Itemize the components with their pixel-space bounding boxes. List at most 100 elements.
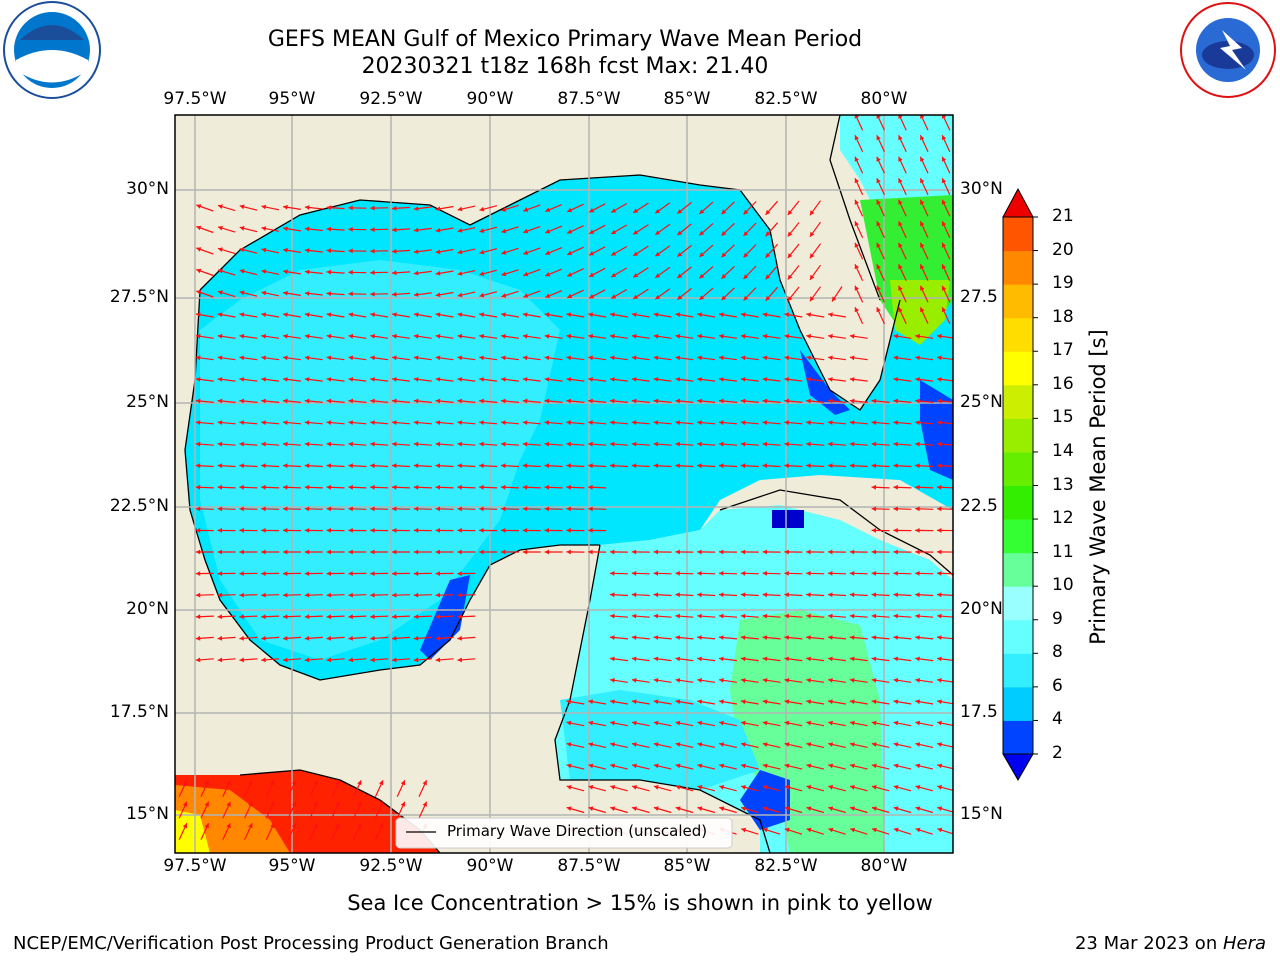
wave-arrow: [915, 398, 934, 404]
wave-arrow: [588, 785, 607, 792]
wave-arrow: [348, 355, 367, 361]
colorbar-tick-label: 10: [1052, 575, 1074, 596]
wave-arrow: [391, 635, 411, 641]
wave-arrow: [937, 827, 953, 835]
wave-arrow: [304, 420, 323, 425]
wave-arrow: [721, 222, 735, 237]
wave-arrow: [610, 785, 628, 792]
wave-arrow: [828, 785, 846, 792]
wave-arrow: [699, 223, 714, 236]
wave-arrow: [849, 463, 868, 469]
wave-arrow: [391, 441, 411, 447]
lon-tick-label: 80°W: [860, 89, 908, 109]
colorbar-segment: [1003, 686, 1033, 721]
wave-arrow: [854, 199, 864, 217]
colorbar-tick-label: 18: [1052, 306, 1074, 327]
wave-arrow: [588, 312, 607, 318]
wave-arrow: [500, 528, 520, 533]
wave-arrow: [500, 420, 520, 425]
wave-arrow: [937, 720, 953, 726]
wave-arrow: [545, 268, 563, 277]
wave-arrow: [806, 827, 824, 835]
wave-arrow: [721, 265, 735, 280]
wave-arrow: [849, 785, 868, 792]
wave-arrow: [762, 785, 781, 792]
wave-arrow: [762, 656, 781, 662]
wave-arrow: [806, 398, 825, 404]
wave-arrow: [326, 592, 345, 598]
wave-arrow: [609, 398, 629, 404]
pacific-yellow: [175, 810, 210, 853]
wave-arrow: [610, 656, 628, 662]
wave-arrow: [915, 571, 934, 576]
wave-arrow: [784, 592, 803, 598]
wave-arrow: [500, 441, 520, 447]
wave-arrow: [653, 333, 672, 339]
wave-arrow: [806, 635, 825, 640]
wave-arrow: [719, 377, 737, 382]
wave-arrow: [893, 806, 912, 814]
wave-arrow: [304, 333, 323, 339]
wave-arrow: [566, 441, 585, 447]
wave-arrow: [326, 355, 345, 361]
colorbar-segment: [1003, 586, 1033, 621]
wave-arrow: [898, 307, 907, 324]
wave-arrow: [609, 613, 629, 619]
wave-arrow: [261, 377, 280, 382]
wave-arrow: [545, 204, 563, 212]
wave-arrow: [654, 202, 671, 214]
wave-arrow: [631, 441, 650, 447]
wave-arrow: [762, 742, 781, 748]
wave-arrow: [610, 699, 628, 705]
wave-arrow: [806, 441, 825, 447]
wave-arrow: [391, 398, 411, 404]
colorbar-segment: [1003, 653, 1033, 688]
wave-arrow: [370, 333, 389, 339]
wave-arrow: [631, 398, 650, 404]
wave-arrow: [893, 699, 912, 705]
wave-arrow: [413, 592, 432, 598]
wave-arrow: [222, 801, 231, 819]
wave-arrow: [936, 398, 953, 404]
wave-arrow: [740, 333, 759, 339]
wave-arrow: [610, 355, 628, 361]
wave-arrow: [719, 678, 737, 683]
wave-arrow: [740, 806, 759, 814]
wave-arrow: [676, 201, 692, 215]
wave-arrow: [326, 528, 345, 533]
wave-arrow: [854, 115, 864, 131]
wave-arrow: [936, 635, 953, 640]
wave-arrow: [391, 248, 411, 254]
wave-arrow: [239, 204, 258, 211]
wave-arrow: [457, 312, 476, 318]
wave-arrow: [348, 248, 367, 254]
colorbar: [1002, 187, 1038, 782]
wave-arrow: [195, 592, 214, 598]
wave-arrow: [721, 287, 735, 301]
lon-tick-label: 92.5°W: [359, 856, 423, 876]
wave-arrow: [743, 222, 757, 237]
lat-tick-label: 30°N: [960, 179, 1003, 199]
wave-arrow: [806, 463, 825, 469]
wave-arrow: [937, 355, 953, 361]
wave-arrow: [479, 205, 498, 212]
colorbar-segment: [1003, 418, 1033, 453]
wave-arrow: [588, 377, 607, 382]
wave-arrow: [915, 678, 934, 683]
wave-arrow: [893, 656, 912, 662]
wave-arrow: [435, 377, 454, 382]
wave-arrow: [326, 248, 345, 254]
wave-arrow: [283, 204, 301, 210]
wave-arrow: [675, 420, 694, 425]
wave-arrow: [653, 312, 672, 318]
wave-arrow: [610, 763, 628, 770]
wave-arrow: [239, 463, 258, 469]
wave-arrow: [523, 204, 541, 212]
colorbar-segment: [1003, 284, 1033, 319]
wave-arrow: [849, 355, 868, 361]
wave-arrow: [392, 355, 410, 361]
wave-arrow: [631, 463, 650, 469]
wave-arrow: [740, 720, 759, 727]
wave-arrow: [217, 312, 236, 318]
wave-arrow: [222, 823, 231, 840]
